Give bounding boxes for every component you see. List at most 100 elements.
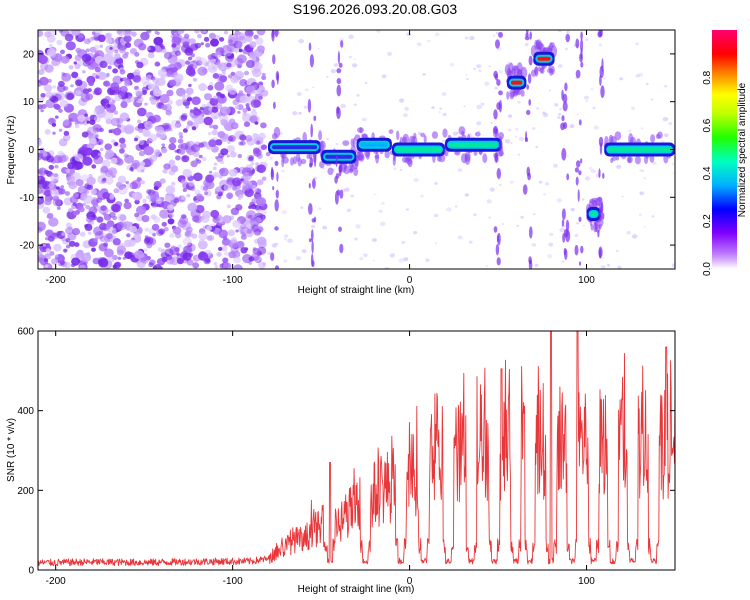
spec-noise-blob: [536, 107, 540, 110]
spec-streak: [561, 148, 567, 161]
spec-streak: [561, 208, 566, 220]
spec-noise-blob: [228, 251, 237, 259]
spec-noise-blob: [185, 60, 190, 65]
spec-noise-blob: [189, 38, 196, 45]
spec-noise-blob: [55, 115, 59, 119]
spec-noise-blob: [219, 37, 225, 42]
spec-noise-blob: [148, 133, 158, 142]
spec-streak: [496, 168, 501, 180]
spec-noise-blob: [514, 135, 518, 138]
spec-noise-blob: [159, 178, 166, 184]
spectrogram-x-ticks: -200 -100 0 100: [46, 30, 595, 286]
spec-noise-blob: [60, 185, 65, 189]
spec-noise-blob: [212, 216, 220, 224]
spec-streak: [598, 208, 602, 219]
spec-noise-blob: [58, 188, 66, 195]
spec-noise-blob: [163, 169, 168, 174]
spec-noise-blob: [123, 80, 131, 87]
spec-noise-blob: [233, 123, 238, 128]
spec-noise-blob: [588, 166, 593, 170]
spec-noise-blob: [486, 199, 493, 204]
spec-noise-blob: [245, 35, 253, 42]
spec-noise-blob: [205, 174, 215, 183]
spec-noise-blob: [246, 228, 253, 234]
spec-noise-blob: [457, 235, 463, 240]
spec-noise-blob: [145, 111, 154, 119]
spec-noise-blob: [193, 172, 203, 182]
spec-noise-blob: [117, 175, 127, 184]
spec-noise-blob: [175, 155, 181, 161]
spec-noise-blob: [38, 186, 43, 195]
spec-noise-blob: [205, 42, 211, 48]
spec-noise-blob: [566, 155, 569, 157]
spec-noise-blob: [267, 251, 272, 256]
spec-noise-blob: [75, 179, 84, 187]
spec-streak: [498, 31, 503, 38]
spec-streak: [496, 257, 501, 266]
spec-noise-blob: [355, 224, 361, 229]
spec-noise-blob: [117, 30, 125, 37]
spec-noise-blob: [301, 249, 307, 254]
spec-halo: [318, 130, 323, 141]
spec-streak: [314, 154, 317, 168]
spec-noise-blob: [558, 113, 562, 116]
spec-noise-blob: [249, 115, 258, 124]
spec-noise-blob: [146, 189, 152, 195]
spec-noise-blob: [91, 199, 99, 206]
spec-noise-blob: [194, 42, 202, 49]
spec-noise-blob: [208, 32, 216, 40]
spec-band-core: [325, 154, 353, 159]
spec-halo: [388, 129, 394, 135]
spec-noise-blob: [245, 210, 257, 220]
spec-noise-blob: [123, 153, 129, 158]
spec-noise-blob: [251, 198, 258, 204]
spec-noise-blob: [434, 242, 438, 245]
spec-noise-blob: [82, 156, 93, 166]
spec-noise-blob: [166, 89, 174, 97]
spec-noise-blob: [174, 247, 180, 253]
spec-noise-blob: [93, 62, 97, 66]
spec-noise-blob: [476, 121, 482, 126]
spec-streak: [338, 62, 343, 68]
spec-noise-blob: [603, 77, 606, 80]
spec-noise-blob: [359, 257, 364, 261]
spec-streak: [578, 170, 582, 176]
spec-noise-blob: [103, 111, 114, 121]
spec-streak: [575, 69, 581, 79]
spec-noise-blob: [239, 134, 247, 141]
spec-noise-blob: [232, 186, 238, 191]
spec-noise-blob: [518, 136, 525, 141]
spec-noise-blob: [131, 179, 142, 189]
spec-noise-blob: [431, 106, 435, 110]
spec-noise-blob: [227, 140, 231, 145]
spec-noise-blob: [598, 43, 603, 47]
spec-noise-blob: [102, 177, 107, 182]
spectrogram-x-axis-title: Height of straight line (km): [298, 285, 415, 296]
spec-noise-blob: [227, 89, 232, 93]
spec-noise-blob: [209, 97, 219, 106]
spec-streak: [580, 38, 584, 53]
spec-noise-blob: [253, 148, 262, 157]
spec-streak: [563, 228, 569, 238]
spec-x-tick-label: -100: [223, 275, 243, 286]
spec-noise-blob: [48, 164, 54, 170]
spec-noise-blob: [88, 48, 93, 52]
spec-noise-blob: [574, 234, 579, 237]
spec-noise-blob: [119, 112, 130, 122]
spec-noise-blob: [203, 116, 213, 126]
spec-noise-blob: [312, 86, 315, 89]
spec-noise-blob: [140, 180, 145, 185]
spec-streak: [494, 152, 499, 162]
spec-noise-blob: [132, 75, 142, 83]
spec-noise-blob: [298, 111, 302, 115]
spec-noise-blob: [547, 254, 553, 259]
spec-noise-blob: [406, 208, 409, 211]
spec-streak: [310, 123, 314, 138]
spec-noise-blob: [244, 247, 249, 251]
spec-noise-blob: [510, 142, 513, 144]
spec-noise-blob: [213, 95, 218, 100]
spec-noise-blob: [187, 56, 193, 61]
spec-noise-blob: [143, 157, 154, 167]
spec-noise-blob: [208, 139, 217, 148]
spec-noise-blob: [231, 177, 242, 187]
